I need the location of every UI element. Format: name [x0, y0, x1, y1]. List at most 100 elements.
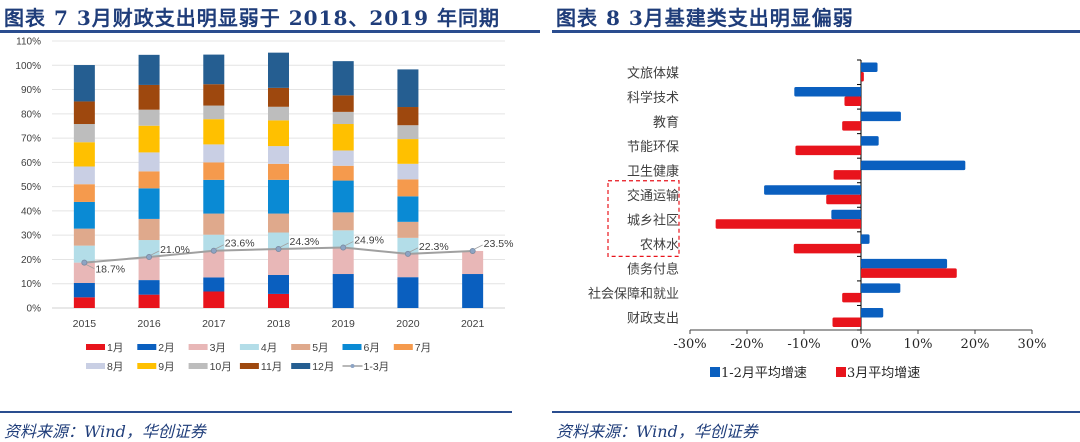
x-tick-label: -30% — [673, 337, 706, 352]
bar-segment-9月 — [138, 125, 160, 153]
bar-segment-8月 — [268, 146, 289, 164]
label-leader — [150, 250, 160, 256]
bar-segment-5月 — [138, 218, 160, 241]
highlight-box — [607, 180, 680, 257]
y-tick-label: 30% — [21, 231, 41, 242]
legend-swatch — [710, 367, 720, 377]
left-figure-panel: 图表 7 3月财政支出明显弱于 2018、2019 年同期 0% 10% 20% 30… — [0, 0, 540, 441]
legend-label: 4月 — [261, 342, 277, 354]
legend-swatch — [239, 363, 259, 369]
x-tick-label: 10% — [904, 337, 933, 352]
bar-jan-feb — [861, 160, 966, 171]
bar-march — [715, 219, 861, 229]
bar-segment-10月 — [138, 109, 160, 126]
line-point — [210, 247, 217, 254]
y-tick-label: 100% — [15, 61, 41, 72]
legend-label: 3月 — [210, 342, 226, 354]
bar-segment-7月 — [397, 179, 419, 197]
bar-segment-7月 — [332, 165, 354, 181]
bar-segment-3月 — [397, 253, 419, 278]
bar-jan-feb — [861, 136, 879, 146]
bar-segment-11月 — [397, 107, 419, 126]
legend-swatch — [291, 363, 311, 369]
category-label: 财政支出 — [627, 312, 679, 327]
bar-march — [826, 194, 861, 205]
bar-segment-9月 — [203, 119, 225, 145]
bar-segment-6月 — [397, 196, 419, 222]
x-tick-label: 2019 — [332, 318, 356, 330]
bar-jan-feb — [831, 209, 861, 220]
bar-segment-10月 — [268, 106, 289, 121]
right-figure-title: 图表 8 3月基建类支出明显偏弱 — [556, 6, 854, 30]
bar-segment-4月 — [268, 232, 289, 250]
bar-segment-12月 — [332, 61, 354, 96]
bar-march — [842, 292, 861, 303]
x-tick-label: 2018 — [267, 318, 291, 330]
bar-segment-11月 — [73, 101, 95, 125]
bar-segment-4月 — [332, 230, 354, 248]
y-tick-label: 80% — [21, 109, 41, 120]
bar-segment-8月 — [397, 163, 419, 180]
y-tick-label: 20% — [21, 255, 41, 266]
x-tick-label: 2017 — [202, 318, 226, 330]
bar-segment-7月 — [203, 162, 225, 180]
legend-swatch-marker — [350, 364, 355, 368]
bar-jan-feb — [764, 185, 861, 195]
legend-swatch — [393, 344, 413, 350]
bar-segment-2月 — [268, 274, 289, 294]
bar-segment-5月 — [73, 228, 95, 246]
legend-label: 3月平均增速 — [847, 366, 920, 381]
legend-label: 1月 — [107, 342, 123, 354]
legend-swatch — [188, 363, 208, 369]
bar-segment-8月 — [73, 166, 95, 185]
bar-segment-3月 — [332, 247, 354, 275]
y-tick-label: 90% — [21, 85, 41, 96]
legend-label: 5月 — [312, 342, 328, 354]
bar-jan-feb — [794, 87, 861, 97]
x-tick-label: 20% — [961, 337, 990, 352]
category-label: 社会保障和就业 — [588, 286, 679, 302]
bar-march — [833, 170, 861, 180]
line-point — [275, 246, 282, 253]
bar-segment-3月 — [138, 257, 160, 281]
label-leader — [409, 247, 419, 253]
right-source-note: 资料来源：Wind，华创证券 — [556, 422, 758, 441]
x-tick-label: 0% — [851, 337, 872, 352]
bar-segment-1月 — [203, 291, 225, 308]
bar-march — [795, 145, 861, 156]
legend-label: 6月 — [364, 342, 380, 354]
bar-segment-6月 — [268, 179, 289, 214]
x-tick-label: 2015 — [73, 318, 97, 330]
legend-swatch — [836, 367, 846, 377]
bar-jan-feb — [861, 62, 878, 72]
x-tick-label: -10% — [787, 337, 820, 352]
bar-segment-4月 — [138, 240, 160, 258]
line-data-label: 18.7% — [95, 264, 125, 276]
bar-segment-11月 — [268, 87, 289, 107]
bar-march — [844, 96, 861, 107]
category-label: 卫生健康 — [627, 163, 679, 179]
bar-jan-feb — [861, 307, 884, 318]
x-tick-label: 2020 — [396, 318, 420, 330]
legend-swatch — [137, 344, 157, 350]
bar-segment-1月 — [73, 297, 95, 308]
bar-segment-12月 — [268, 52, 289, 88]
bar-segment-6月 — [203, 179, 225, 214]
x-tick-label: -20% — [730, 337, 763, 352]
legend-label: 10月 — [210, 361, 232, 373]
horizontal-bar-chart: -30% -20% -10% 0% 10% 20% 30% 文旅体媒科学技术教育节能环保卫生健… — [588, 59, 1046, 381]
line-data-label: 21.0% — [160, 244, 190, 256]
legend-label: 8月 — [107, 361, 123, 373]
bar-segment-3月 — [268, 249, 289, 275]
line-data-label: 22.3% — [419, 241, 449, 253]
legend-label: 1-2月平均增速 — [721, 366, 807, 381]
line-point — [404, 250, 411, 257]
category-label: 农林水 — [640, 238, 679, 253]
legend-swatch — [86, 344, 105, 350]
bar-march — [832, 317, 861, 327]
line-point — [81, 259, 88, 266]
bar-segment-2月 — [203, 277, 225, 292]
bar-segment-3月 — [462, 250, 484, 275]
label-leader — [280, 242, 289, 248]
category-label: 教育 — [653, 114, 679, 130]
